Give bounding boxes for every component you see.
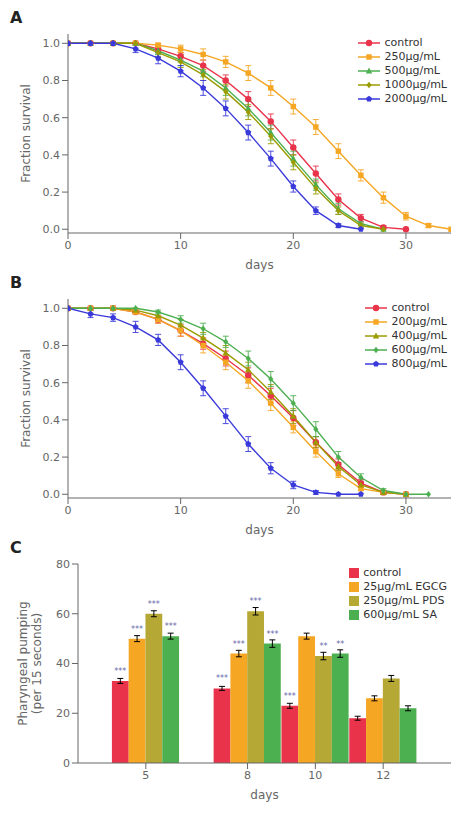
html-text:1000μg/mL: 1000μg/mL bbox=[384, 78, 447, 91]
svg-text:30: 30 bbox=[399, 239, 413, 252]
svg-text:10: 10 bbox=[174, 239, 188, 252]
html-text:500μg/mL: 500μg/mL bbox=[384, 64, 440, 77]
html-text:600μg/mL SA: 600μg/mL SA bbox=[363, 608, 437, 621]
svg-text:***: *** bbox=[216, 674, 228, 683]
html-text:control: control bbox=[391, 301, 430, 314]
svg-text:days: days bbox=[245, 523, 273, 537]
svg-text:***: *** bbox=[114, 667, 126, 676]
html-text:25μg/mL EGCG: 25μg/mL EGCG bbox=[363, 580, 447, 593]
svg-text:Pharyngeal pumping(per 15 seco: Pharyngeal pumping(per 15 seconds) bbox=[16, 601, 44, 725]
svg-text:1.0: 1.0 bbox=[43, 37, 61, 50]
svg-text:***: *** bbox=[250, 597, 262, 606]
html-text:800μg/mL: 800μg/mL bbox=[391, 357, 447, 370]
svg-text:0.0: 0.0 bbox=[43, 223, 61, 236]
svg-text:80: 80 bbox=[56, 558, 70, 571]
svg-text:20: 20 bbox=[286, 504, 300, 517]
svg-text:days: days bbox=[250, 788, 278, 802]
html-text:control: control bbox=[384, 36, 423, 49]
html-text:A: A bbox=[10, 8, 23, 27]
svg-text:0: 0 bbox=[63, 757, 70, 770]
svg-text:***: *** bbox=[233, 640, 245, 649]
svg-text:0.4: 0.4 bbox=[43, 414, 61, 427]
svg-text:0.8: 0.8 bbox=[43, 339, 61, 352]
svg-text:0: 0 bbox=[65, 239, 72, 252]
html-text:200μg/mL: 200μg/mL bbox=[391, 315, 447, 328]
svg-text:***: *** bbox=[284, 692, 296, 701]
svg-text:0: 0 bbox=[65, 504, 72, 517]
svg-text:0.2: 0.2 bbox=[43, 451, 61, 464]
html-text:B: B bbox=[10, 273, 23, 292]
svg-text:10: 10 bbox=[308, 769, 322, 782]
html-text:250μg/mL PDS: 250μg/mL PDS bbox=[363, 594, 445, 607]
svg-text:0.2: 0.2 bbox=[43, 186, 61, 199]
svg-text:**: ** bbox=[336, 640, 344, 649]
svg-text:8: 8 bbox=[244, 769, 251, 782]
svg-text:**: ** bbox=[319, 642, 327, 651]
html-text:C: C bbox=[10, 538, 22, 557]
svg-text:Fraction survival: Fraction survival bbox=[19, 349, 33, 448]
svg-text:10: 10 bbox=[174, 504, 188, 517]
html-text:400μg/mL: 400μg/mL bbox=[391, 329, 447, 342]
svg-text:40: 40 bbox=[56, 657, 70, 670]
svg-text:30: 30 bbox=[399, 504, 413, 517]
svg-text:5: 5 bbox=[142, 769, 149, 782]
html-text:control: control bbox=[363, 566, 402, 579]
svg-text:***: *** bbox=[131, 625, 143, 634]
svg-text:0.0: 0.0 bbox=[43, 488, 61, 501]
svg-text:1.0: 1.0 bbox=[43, 302, 61, 315]
svg-text:***: *** bbox=[165, 622, 177, 631]
svg-text:days: days bbox=[245, 258, 273, 272]
svg-text:0.6: 0.6 bbox=[43, 112, 61, 125]
svg-text:20: 20 bbox=[56, 707, 70, 720]
svg-text:60: 60 bbox=[56, 608, 70, 621]
svg-text:0.6: 0.6 bbox=[43, 377, 61, 390]
html-text:250μg/mL: 250μg/mL bbox=[384, 50, 440, 63]
html-text:2000μg/mL: 2000μg/mL bbox=[384, 92, 447, 105]
svg-text:0.8: 0.8 bbox=[43, 74, 61, 87]
svg-text:***: *** bbox=[148, 600, 160, 609]
html-text:600μg/mL: 600μg/mL bbox=[391, 343, 447, 356]
svg-text:20: 20 bbox=[286, 239, 300, 252]
svg-text:Fraction survival: Fraction survival bbox=[19, 84, 33, 183]
svg-text:***: *** bbox=[266, 630, 278, 639]
svg-text:0.4: 0.4 bbox=[43, 149, 61, 162]
svg-text:12: 12 bbox=[376, 769, 390, 782]
